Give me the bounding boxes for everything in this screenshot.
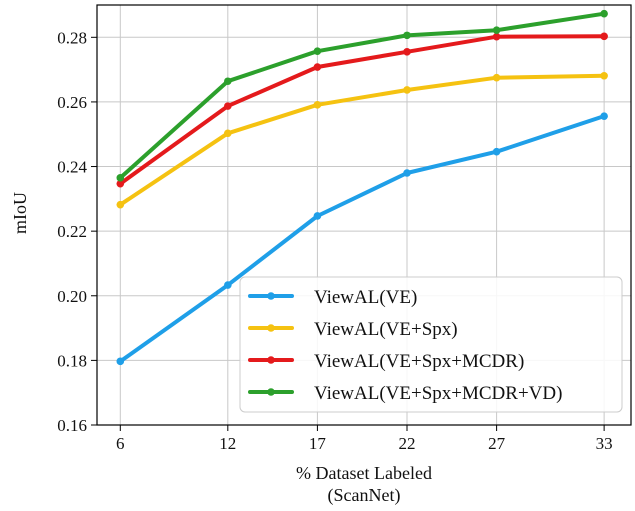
x-tick-label: 27 (488, 434, 506, 453)
series-layer (116, 9, 608, 366)
data-point (403, 169, 411, 177)
data-point (600, 71, 608, 80)
series-line (118, 11, 607, 180)
data-point (116, 357, 125, 366)
y-tick-label: 0.22 (57, 222, 87, 241)
data-point (224, 102, 232, 110)
legend-label: ViewAL(VE+Spx) (314, 319, 458, 340)
x-tick-label: 12 (219, 434, 236, 453)
data-point (492, 73, 501, 82)
data-point (313, 63, 322, 71)
data-point (224, 129, 232, 138)
y-tick-label: 0.26 (57, 93, 87, 112)
x-axis-sublabel: (ScanNet) (328, 485, 401, 506)
legend-label: ViewAL(VE+Spx+MCDR+VD) (314, 383, 562, 404)
legend: ViewAL(VE) ViewAL(VE+Spx) ViewAL(VE+Spx+MC… (239, 276, 623, 413)
data-point (116, 174, 125, 182)
data-point (224, 281, 232, 289)
x-tick-label: 22 (399, 434, 416, 453)
legend-marker (267, 356, 275, 364)
data-point (403, 48, 411, 56)
legend-marker (267, 292, 275, 300)
data-point (492, 147, 501, 156)
x-axis-label: % Dataset Labeled (296, 463, 432, 483)
y-tick-label: 0.28 (57, 28, 87, 47)
data-point (600, 9, 608, 18)
y-tick-label: 0.20 (57, 287, 87, 306)
x-tick-label: 6 (116, 434, 125, 453)
y-axis-label: mIoU (10, 192, 30, 234)
data-point (492, 26, 501, 34)
y-tick-label: 0.16 (57, 416, 87, 435)
x-tick-label: 17 (309, 434, 327, 453)
legend-label: ViewAL(VE+Spx+MCDR) (314, 351, 524, 372)
legend-marker (267, 324, 275, 332)
data-point (313, 212, 322, 220)
series-line (118, 34, 607, 186)
data-point (116, 200, 125, 209)
series-line (118, 73, 607, 207)
data-point (116, 179, 125, 188)
y-tick-label: 0.18 (57, 351, 87, 370)
plot-frame (96, 4, 632, 426)
data-point (403, 86, 411, 94)
data-point (600, 112, 608, 120)
data-point (313, 47, 322, 55)
series-line (118, 114, 607, 364)
x-tick-label: 33 (596, 434, 613, 453)
data-point (492, 32, 501, 41)
y-tick-label: 0.24 (57, 158, 87, 177)
data-point (313, 101, 322, 109)
data-point (403, 31, 411, 40)
ticks: 6 12 17 22 27 33 0.16 0.18 0.20 0.22 0.24 0.26 0.28 (57, 28, 612, 453)
legend-marker (267, 388, 275, 396)
data-point (224, 77, 232, 86)
legend-label: ViewAL(VE) (314, 287, 417, 308)
data-point (600, 32, 608, 41)
